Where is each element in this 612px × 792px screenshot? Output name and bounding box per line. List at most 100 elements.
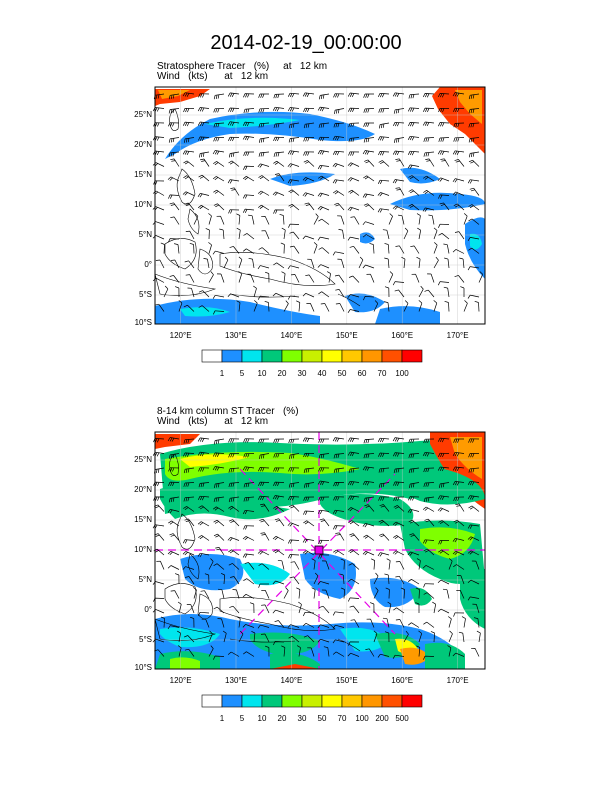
wind-barb xyxy=(333,467,345,473)
panel1-lon-label-150E: 150°E xyxy=(336,331,358,340)
wind-barb xyxy=(453,137,465,142)
wind-barb xyxy=(333,453,345,459)
wind-barb xyxy=(347,597,360,602)
wind-barb xyxy=(183,467,195,474)
wind-barb xyxy=(333,93,345,98)
wind-barb xyxy=(313,213,319,225)
wind-barb xyxy=(167,625,180,630)
wind-barb xyxy=(388,271,394,283)
wind-barb xyxy=(213,606,225,614)
wind-barb xyxy=(458,631,465,643)
wind-barb xyxy=(393,505,405,512)
wind-barb xyxy=(198,174,210,182)
wind-barb xyxy=(378,452,390,458)
wind-barb xyxy=(416,256,421,269)
wind-barb xyxy=(303,510,315,515)
panel1-colorbar-label-50: 50 xyxy=(338,369,347,378)
wind-barb xyxy=(251,630,256,643)
wind-barb xyxy=(453,203,465,211)
wind-barb xyxy=(335,303,345,312)
wind-barb xyxy=(407,135,420,141)
wind-barb xyxy=(168,151,180,157)
wind-barb xyxy=(274,620,285,628)
wind-barb xyxy=(302,235,315,240)
wind-barb xyxy=(438,452,450,458)
wind-barb xyxy=(216,273,225,283)
wind-barb xyxy=(467,579,480,585)
wind-barb xyxy=(236,213,241,225)
wind-barb xyxy=(243,438,255,443)
panel1-colorbar-box xyxy=(341,349,363,363)
wind-barb xyxy=(408,175,420,182)
wind-barb xyxy=(317,106,330,112)
wind-barb xyxy=(258,151,270,157)
wind-barb xyxy=(362,234,375,240)
wind-barb xyxy=(208,558,214,570)
wind-barb xyxy=(348,520,360,527)
wind-barb xyxy=(228,453,240,458)
wind-barb xyxy=(395,187,405,196)
panel2-colorbar-label-50: 50 xyxy=(318,714,327,723)
wind-barb xyxy=(427,273,435,283)
wind-barb xyxy=(152,136,165,141)
wind-barb xyxy=(242,593,255,599)
wind-barb xyxy=(178,300,183,312)
wind-barb xyxy=(333,525,345,530)
wind-barb xyxy=(392,550,405,556)
wind-barb xyxy=(468,151,480,158)
wind-barb xyxy=(378,519,390,527)
wind-barb xyxy=(174,573,180,585)
wind-barb xyxy=(347,162,360,167)
wind-barb xyxy=(228,209,240,214)
wind-barb xyxy=(168,137,180,143)
wind-barb xyxy=(155,259,165,269)
wind-barb xyxy=(453,612,465,617)
wind-barb xyxy=(370,558,376,570)
wind-barb xyxy=(184,518,195,527)
wind-barb xyxy=(437,608,450,614)
wind-barb xyxy=(393,535,405,541)
wind-barb xyxy=(369,602,375,614)
wind-barb xyxy=(349,533,360,541)
wind-barb xyxy=(200,158,210,167)
wind-barb xyxy=(317,206,330,211)
wind-barb xyxy=(197,521,210,527)
wind-barb xyxy=(350,216,360,225)
wind-barb xyxy=(303,520,315,527)
wind-barb xyxy=(321,589,330,599)
wind-barb xyxy=(321,560,330,570)
panel1-colorbar-box xyxy=(301,349,323,363)
wind-barb xyxy=(448,630,453,643)
wind-barb xyxy=(377,437,390,443)
wind-barb xyxy=(183,160,195,167)
wind-barb xyxy=(408,203,420,211)
wind-barb xyxy=(213,93,225,100)
wind-barb xyxy=(287,107,300,112)
wind-barb xyxy=(348,189,360,196)
wind-barb xyxy=(452,466,465,472)
wind-barb xyxy=(242,509,255,515)
wind-barb xyxy=(467,237,480,241)
wind-barb xyxy=(332,190,345,196)
wind-barb xyxy=(243,151,254,156)
wind-barb xyxy=(334,108,345,115)
panel1-colorbar-box xyxy=(241,349,263,363)
wind-barb xyxy=(317,638,330,643)
wind-barb xyxy=(408,189,420,196)
wind-barb xyxy=(184,260,195,269)
wind-barb xyxy=(318,291,330,298)
wind-barb xyxy=(453,122,465,128)
panel2-lon-label-120E: 120°E xyxy=(170,676,192,685)
wind-barb xyxy=(476,630,481,643)
panel2-lon-label-130E: 130°E xyxy=(225,676,247,685)
wind-barb xyxy=(288,438,300,444)
wind-barb xyxy=(287,522,300,527)
wind-barb xyxy=(201,618,210,628)
wind-barb xyxy=(423,137,435,142)
wind-barb xyxy=(198,136,210,141)
wind-barb xyxy=(401,256,406,269)
wind-barb xyxy=(337,215,345,225)
panel2-map: 25°N 20°N 15°N 10°N 5°N 0° 5°S 10°S 120°… xyxy=(134,431,486,685)
wind-barb xyxy=(197,121,210,127)
wind-barb xyxy=(197,107,210,112)
